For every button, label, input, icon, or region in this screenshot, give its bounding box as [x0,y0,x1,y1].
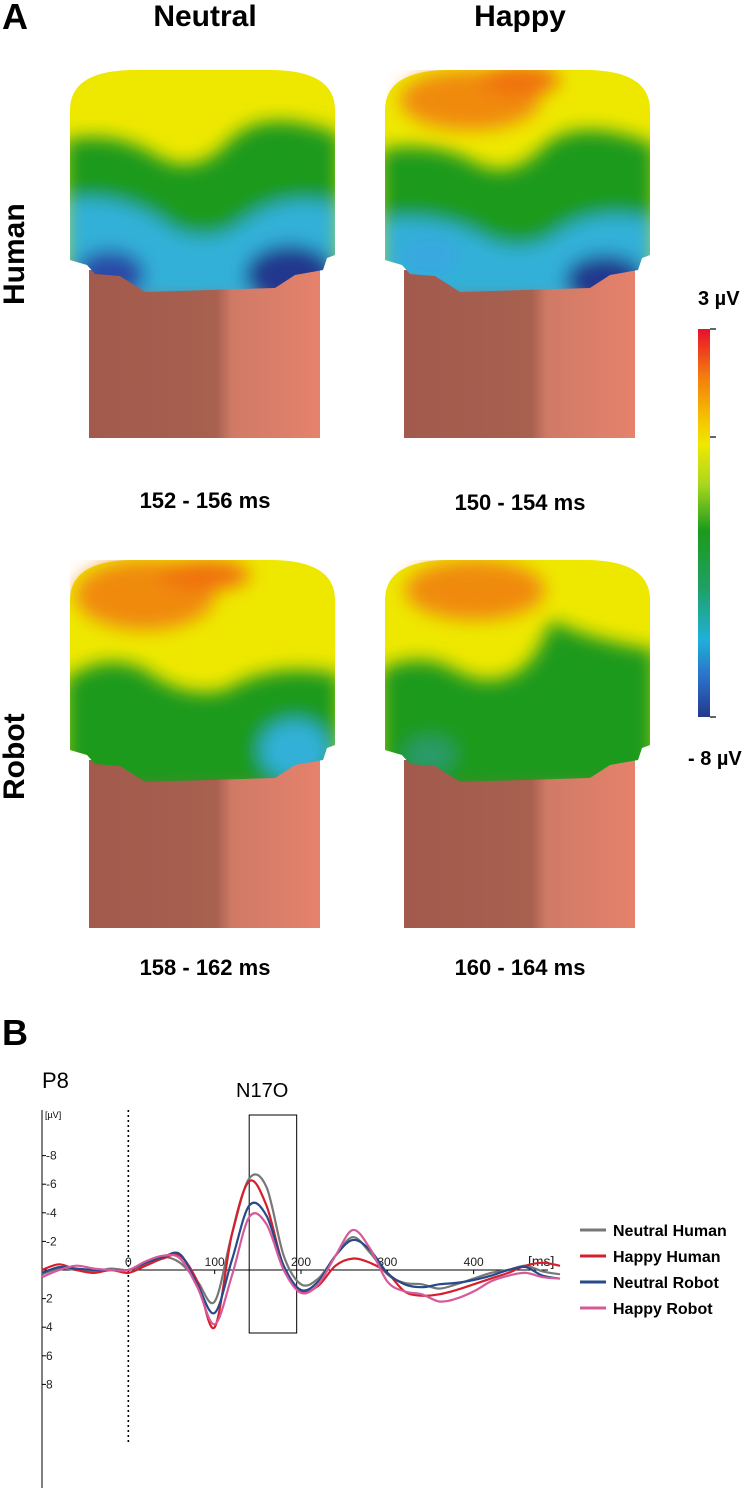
panel-b-letter: B [2,1012,28,1053]
time-window-happy-robot: 160 - 164 ms [454,955,586,980]
neck-skin [404,760,635,928]
column-label-neutral: Neutral [153,0,257,33]
legend-label: Happy Robot [613,1301,713,1318]
panel-a-letter: A [2,0,28,37]
colorbar [698,328,716,718]
legend-label: Happy Human [613,1249,721,1266]
component-window-box [248,1114,298,1334]
scalp-map-happy-robot [385,560,650,928]
y-axis-unit: [µV] [45,1110,61,1120]
scalp-map-neutral-robot [70,560,335,928]
y-tick-label: 2 [46,1292,53,1306]
legend-label: Neutral Human [613,1223,727,1240]
x-axis-unit: [ms] [528,1253,554,1269]
neck-skin [404,270,635,438]
electrode-label: P8 [42,1068,69,1093]
neck-skin [89,270,320,438]
legend-label: Neutral Robot [613,1275,719,1292]
y-tick-label: 4 [46,1320,53,1334]
neck-skin [89,760,320,928]
time-window-neutral-human: 152 - 156 ms [139,488,271,513]
colorbar-gradient [698,329,710,717]
x-tick-label: 400 [464,1255,484,1269]
time-window-neutral-robot: 158 - 162 ms [139,955,271,980]
y-tick-label: 8 [46,1377,53,1391]
row-label-human: Human [0,203,31,305]
row-label-robot: Robot [0,713,31,800]
component-label: N17O [236,1080,289,1102]
series-line-happy-human [41,1179,561,1330]
colorbar-min-label: - 8 µV [688,748,742,770]
y-tick-label: 6 [46,1349,53,1363]
scalp-map-neutral-human [70,70,335,438]
time-window-happy-human: 150 - 154 ms [454,490,586,515]
column-label-happy: Happy [474,0,566,33]
colorbar-max-label: 3 µV [698,288,740,310]
y-tick-label: -8 [46,1149,57,1163]
y-tick-label: -6 [46,1177,57,1191]
series-line-happy-robot [41,1212,561,1326]
x-tick-label: 200 [291,1255,311,1269]
y-tick-label: -2 [46,1234,57,1248]
series-line-neutral-human [41,1173,561,1305]
scalp-map-happy-human [385,70,650,438]
erp-waveform-chart: [µV]-8-6-4-224680100200300400[ms] Neutra… [41,1110,727,1488]
y-tick-label: -4 [46,1206,57,1220]
x-tick-label: 100 [205,1255,225,1269]
